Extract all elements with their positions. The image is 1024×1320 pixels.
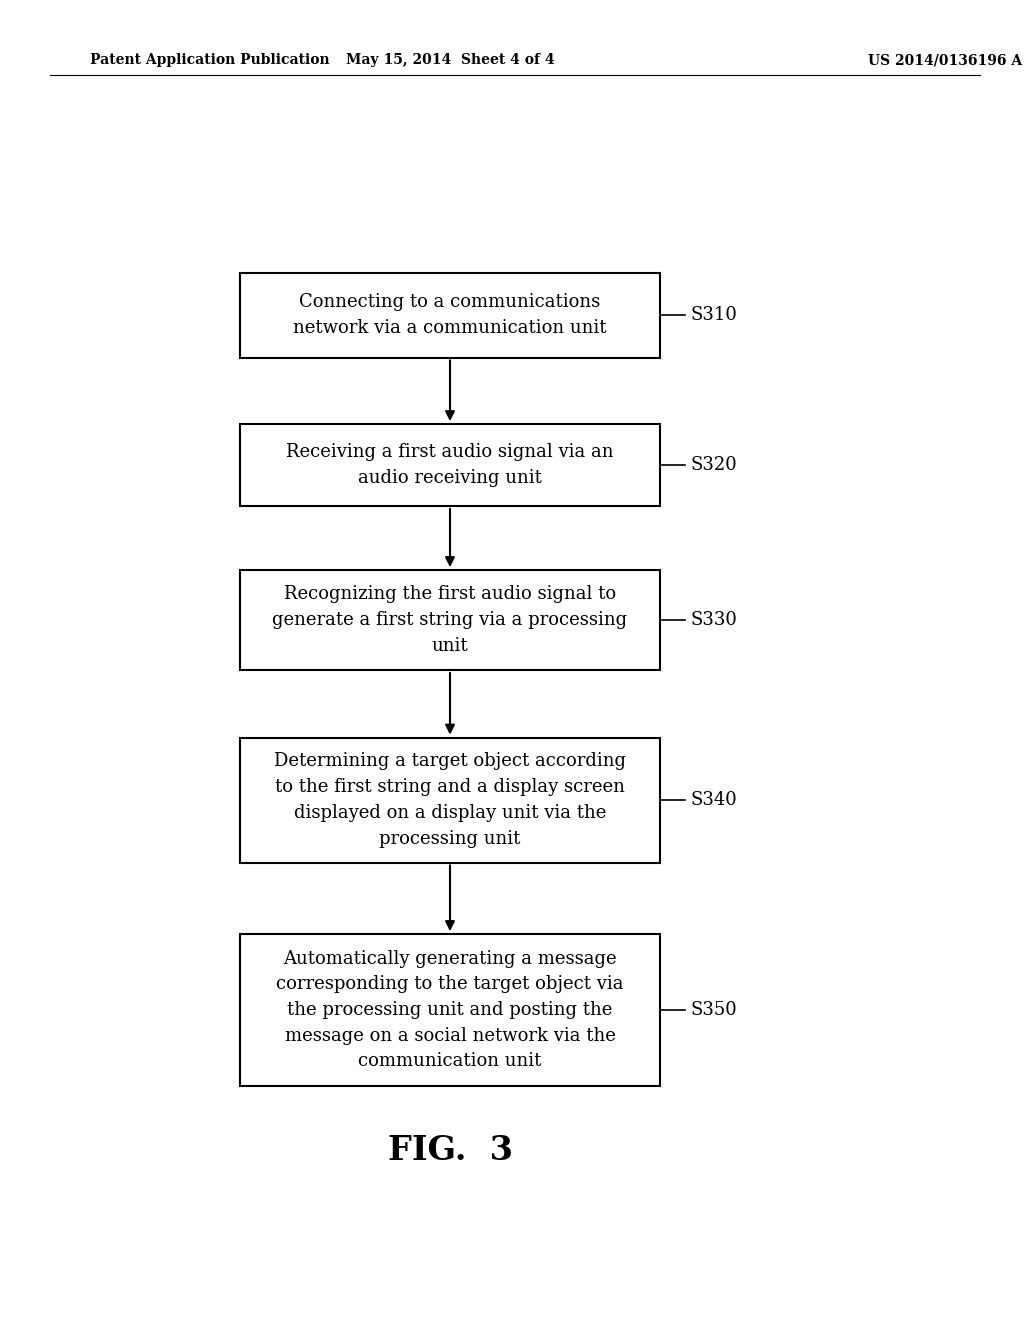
Text: May 15, 2014  Sheet 4 of 4: May 15, 2014 Sheet 4 of 4 (346, 53, 554, 67)
Text: FIG.  3: FIG. 3 (387, 1134, 512, 1167)
Text: Receiving a first audio signal via an
audio receiving unit: Receiving a first audio signal via an au… (287, 444, 613, 487)
Text: S330: S330 (690, 611, 737, 630)
Text: Recognizing the first audio signal to
generate a first string via a processing
u: Recognizing the first audio signal to ge… (272, 585, 628, 655)
Bar (240, 935, 660, 1086)
Bar (240, 272, 660, 358)
Text: S340: S340 (690, 791, 736, 809)
Text: US 2014/0136196 A1: US 2014/0136196 A1 (868, 53, 1024, 67)
Text: Determining a target object according
to the first string and a display screen
d: Determining a target object according to… (274, 752, 626, 847)
Text: Connecting to a communications
network via a communication unit: Connecting to a communications network v… (293, 293, 607, 337)
Text: S310: S310 (690, 306, 737, 323)
Text: S320: S320 (690, 455, 736, 474)
Text: Automatically generating a message
corresponding to the target object via
the pr: Automatically generating a message corre… (276, 949, 624, 1071)
Bar (240, 738, 660, 862)
Bar (240, 570, 660, 671)
Text: S350: S350 (690, 1001, 736, 1019)
Bar (240, 424, 660, 506)
Text: Patent Application Publication: Patent Application Publication (90, 53, 330, 67)
